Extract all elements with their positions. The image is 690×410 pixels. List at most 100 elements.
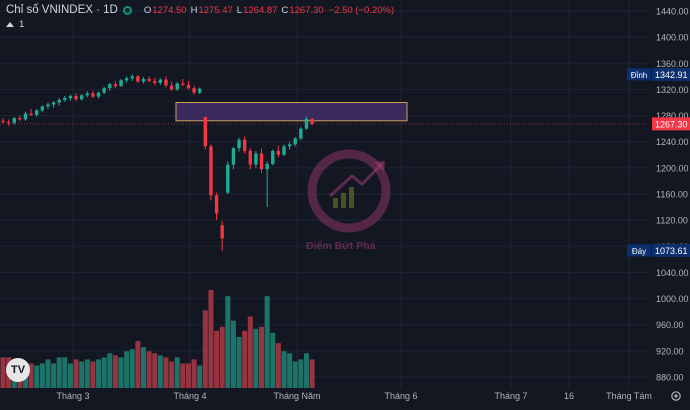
candle-body (214, 195, 219, 214)
volume-bar (39, 363, 45, 388)
candle-body (282, 146, 286, 155)
volume-bar (185, 363, 191, 388)
volume-bar (242, 330, 248, 388)
volume-bar (45, 359, 51, 388)
candle-body (231, 148, 236, 165)
volume-bar (118, 357, 124, 388)
volume-bar (309, 359, 315, 388)
candle-body (226, 164, 230, 193)
zone-rect (175, 102, 408, 122)
volume-bar (101, 357, 107, 388)
candle-body (23, 113, 28, 120)
volume-bar (169, 361, 175, 388)
volume-bar (157, 355, 163, 388)
candle-body (259, 153, 264, 170)
candle-body (96, 92, 101, 97)
price-axis[interactable]: 1440.00 1400.00 1360.00 1320.00 1280.00 1240.… (656, 7, 689, 383)
chevron-up-icon (6, 22, 14, 27)
price-tick-label: 960.00 (656, 320, 684, 330)
volume-bar (96, 359, 102, 388)
price-tick-label: 1000.00 (656, 294, 689, 304)
candle-body (130, 76, 134, 79)
price-tag-bg (652, 117, 690, 131)
candle-body (299, 128, 303, 139)
candle-body (91, 93, 95, 97)
volume-bar (79, 361, 85, 388)
price-tag-value: 1073.61 (655, 246, 688, 256)
candle-body (35, 110, 39, 115)
gear-icon[interactable] (670, 390, 682, 402)
candle-body (192, 88, 196, 93)
candle-body (287, 144, 292, 147)
candle-body (1, 120, 5, 123)
high-value: 1275.47 (198, 4, 233, 16)
low-label: L (236, 4, 243, 16)
candle-body (12, 118, 16, 123)
candle-body (74, 95, 78, 100)
candle-body (237, 139, 241, 149)
price-tick-label: 1280.00 (656, 111, 689, 121)
volume-bar (152, 353, 158, 388)
candle-body (51, 102, 56, 105)
volume-bar (264, 296, 270, 388)
volume-bar (67, 363, 73, 388)
price-tag-label: Đáy (632, 247, 646, 256)
candle-body (63, 97, 67, 100)
time-axis[interactable]: Tháng 3 Tháng 4 Tháng Năm Tháng 6 Tháng 7 16 T… (56, 391, 651, 401)
time-tick-label: Tháng 6 (384, 391, 417, 401)
price-tick-label: 1200.00 (656, 163, 689, 173)
volume-bar (56, 357, 62, 388)
time-tick-label: Tháng 4 (173, 391, 206, 401)
candle-body (79, 95, 84, 100)
candle-body (175, 83, 179, 90)
symbol-title[interactable]: Chỉ số VNINDEX · 1D (6, 4, 118, 16)
candle-body (119, 80, 123, 87)
time-tick-label: Tháng 7 (494, 391, 527, 401)
volume-bar (298, 359, 304, 388)
volume-bar (135, 341, 141, 388)
candle-body (158, 79, 163, 83)
grid-lines (0, 0, 648, 388)
volume-bar (90, 361, 96, 388)
price-tag-label: Đỉnh (631, 71, 647, 80)
candle-body (29, 113, 33, 115)
volume-bar (219, 326, 225, 388)
candle-body (57, 99, 61, 103)
volume-bar (214, 330, 220, 388)
price-tick-label: 1240.00 (656, 137, 689, 147)
price-tick-label: 1040.00 (656, 268, 689, 278)
volume-bar (112, 355, 118, 388)
candle-body (68, 95, 73, 98)
candle-body (164, 79, 168, 86)
price-tick-label: 1440.00 (656, 7, 689, 17)
volume-bar (292, 361, 298, 388)
open-label: O (143, 4, 152, 16)
candle-body (46, 104, 50, 107)
tradingview-logo-icon[interactable]: TV (6, 358, 30, 382)
volume-bar (51, 363, 57, 388)
volume-bar (225, 296, 231, 388)
price-tag-bg (652, 243, 690, 257)
candle-body (220, 225, 224, 239)
volume-bars (0, 290, 315, 388)
volume-bar (141, 347, 146, 388)
volume-bar (303, 353, 309, 388)
candle-body (254, 153, 258, 165)
candle-body (310, 118, 314, 125)
volume-bar (163, 357, 169, 388)
candle-body (124, 78, 129, 81)
price-tag-label-bg (627, 244, 651, 257)
volume-bar (202, 310, 208, 388)
candle-body (141, 78, 146, 82)
indicator-toggle[interactable]: 1 (6, 19, 24, 30)
price-tick-label: 1320.00 (656, 85, 689, 95)
volume-bar (275, 343, 281, 388)
time-tick-label: Tháng Tám (606, 391, 652, 401)
volume-bar (0, 357, 6, 388)
candle-body (293, 138, 297, 145)
candle-body (18, 118, 22, 120)
candle-body (153, 80, 157, 83)
